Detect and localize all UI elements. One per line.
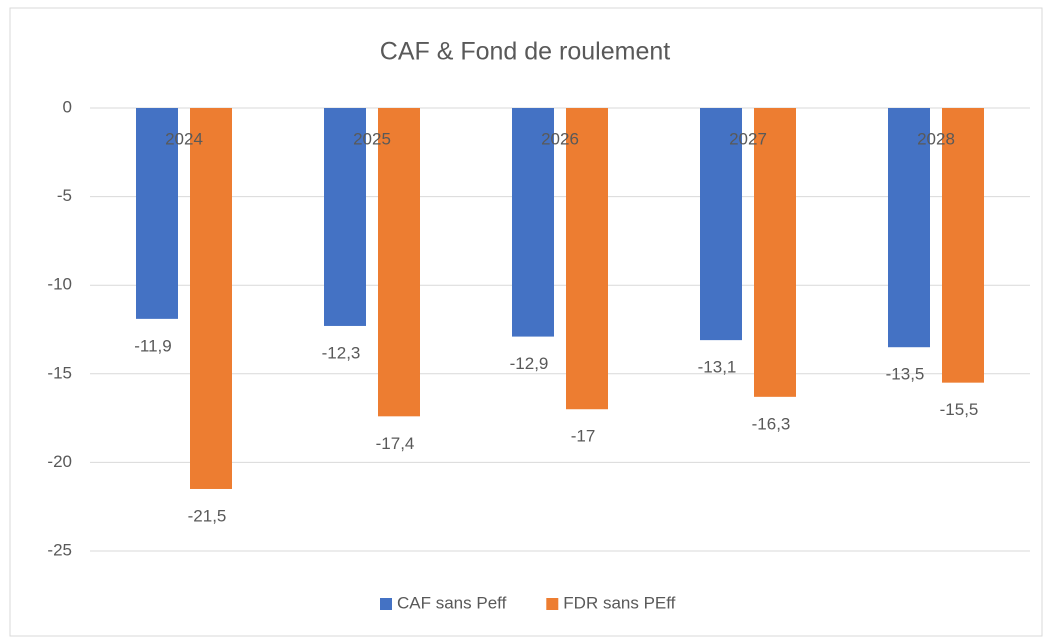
data-label: -16,3 bbox=[752, 414, 791, 433]
x-tick-label: 2025 bbox=[353, 129, 391, 148]
x-tick-label: 2024 bbox=[165, 129, 203, 148]
bar bbox=[942, 108, 984, 383]
data-label: -12,9 bbox=[510, 354, 549, 373]
chart-title: CAF & Fond de roulement bbox=[380, 38, 670, 66]
bar bbox=[566, 108, 608, 410]
bar bbox=[378, 108, 420, 417]
data-label: -17,4 bbox=[376, 434, 415, 453]
y-tick-label: 0 bbox=[63, 97, 72, 116]
x-tick-label: 2026 bbox=[541, 129, 579, 148]
legend-label: FDR sans PEff bbox=[563, 593, 675, 612]
data-label: -12,3 bbox=[322, 343, 361, 362]
bar bbox=[190, 108, 232, 489]
x-tick-label: 2027 bbox=[729, 129, 767, 148]
legend-label: CAF sans Peff bbox=[397, 593, 507, 612]
y-tick-label: -25 bbox=[47, 540, 72, 559]
legend-swatch bbox=[546, 598, 559, 610]
data-label: -15,5 bbox=[940, 400, 979, 419]
y-tick-label: -10 bbox=[47, 275, 72, 294]
data-label: -17 bbox=[571, 427, 596, 446]
bar bbox=[512, 108, 554, 337]
y-tick-label: -5 bbox=[57, 186, 72, 205]
bar bbox=[754, 108, 796, 397]
bar bbox=[700, 108, 742, 341]
bar bbox=[888, 108, 930, 348]
bar bbox=[136, 108, 178, 319]
data-label: -11,9 bbox=[134, 336, 172, 355]
bar bbox=[324, 108, 366, 326]
data-label: -13,1 bbox=[698, 358, 737, 377]
y-tick-label: -15 bbox=[47, 363, 72, 382]
x-tick-label: 2028 bbox=[917, 129, 955, 148]
data-label: -21,5 bbox=[188, 506, 227, 525]
y-tick-label: -20 bbox=[47, 452, 72, 471]
legend-swatch bbox=[380, 598, 392, 610]
data-label: -13,5 bbox=[886, 365, 925, 384]
